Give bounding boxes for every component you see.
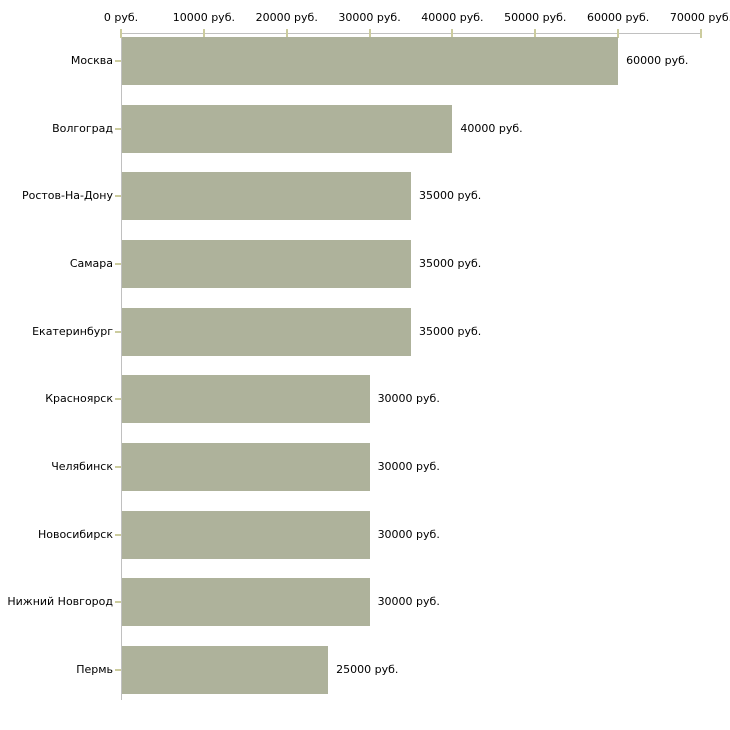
x-axis-line xyxy=(121,33,702,34)
category-tick xyxy=(115,398,121,401)
category-tick xyxy=(115,330,121,333)
x-axis-tick xyxy=(285,29,288,38)
x-axis-tick-label: 10000 руб. xyxy=(172,11,235,24)
value-label: 60000 руб. xyxy=(626,54,689,67)
category-label: Челябинск xyxy=(51,460,113,474)
category-tick xyxy=(115,533,121,536)
value-label: 35000 руб. xyxy=(419,324,482,338)
category-tick xyxy=(115,127,121,130)
x-axis-tick xyxy=(700,29,702,38)
category-label: Красноярск xyxy=(45,392,113,406)
bar xyxy=(122,240,411,288)
category-label: Новосибирск xyxy=(37,527,113,541)
category-tick xyxy=(115,601,121,604)
category-label: Ростов-На-Дону xyxy=(21,189,113,203)
x-axis-tick xyxy=(202,29,205,38)
category-label: Волгоград xyxy=(52,121,113,135)
bar xyxy=(122,646,329,695)
x-axis-tick-label: 50000 руб. xyxy=(504,11,567,24)
category-tick xyxy=(115,669,121,672)
category-tick xyxy=(115,263,121,265)
value-label: 25000 руб. xyxy=(336,663,399,677)
x-axis-tick xyxy=(534,29,537,38)
category-label: Самара xyxy=(69,257,113,270)
bar xyxy=(122,510,370,559)
category-label: Пермь xyxy=(76,663,113,677)
x-axis-tick-label: 0 руб. xyxy=(103,11,139,24)
x-axis-tick-label: 20000 руб. xyxy=(255,11,318,24)
value-label: 30000 руб. xyxy=(377,392,440,406)
value-label: 30000 руб. xyxy=(377,595,440,609)
bar xyxy=(122,443,370,492)
value-label: 40000 руб. xyxy=(460,121,523,135)
category-label: Екатеринбург xyxy=(32,324,113,338)
x-axis-tick-label: 40000 руб. xyxy=(421,11,484,24)
x-axis-tick-label: 30000 руб. xyxy=(338,11,401,24)
bar xyxy=(122,375,370,424)
category-tick xyxy=(115,466,121,469)
value-label: 35000 руб. xyxy=(419,189,482,203)
x-axis-tick xyxy=(120,29,122,38)
category-tick xyxy=(115,60,121,62)
value-label: 35000 руб. xyxy=(419,257,482,270)
value-label: 30000 руб. xyxy=(377,527,440,541)
x-axis-tick xyxy=(451,29,454,38)
y-axis-line xyxy=(121,33,122,700)
bar xyxy=(122,104,453,153)
x-axis-tick xyxy=(368,29,371,38)
bar xyxy=(122,37,619,85)
x-axis-tick-label: 70000 руб. xyxy=(669,11,730,24)
category-label: Москва xyxy=(70,54,113,67)
x-axis-tick-label: 60000 руб. xyxy=(587,11,650,24)
value-label: 30000 руб. xyxy=(377,460,440,474)
category-tick xyxy=(115,195,121,198)
category-label: Нижний Новгород xyxy=(7,595,113,609)
bar xyxy=(122,172,411,221)
bar xyxy=(122,578,370,627)
x-axis-tick xyxy=(617,29,620,38)
bar xyxy=(122,307,411,356)
